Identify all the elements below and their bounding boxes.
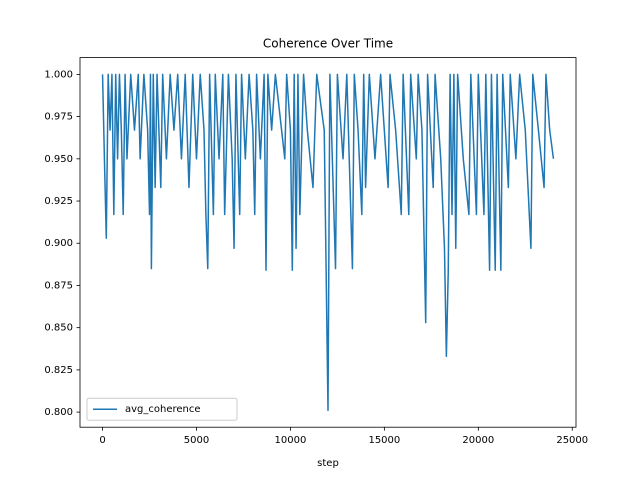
y-tick-label: 0.900 — [44, 238, 73, 249]
x-tick-label: 15000 — [368, 435, 400, 446]
y-tick-label: 0.975 — [44, 112, 73, 123]
y-tick-label: 0.825 — [44, 365, 73, 376]
legend-box — [86, 397, 238, 421]
y-tick-label: 0.850 — [44, 323, 73, 334]
legend-label: avg_coherence — [125, 404, 201, 415]
axes-frame — [79, 57, 577, 428]
x-axis-label: step — [317, 458, 339, 469]
x-tick-label: 0 — [99, 435, 105, 446]
x-tick-label: 25000 — [556, 435, 588, 446]
y-tick-label: 0.925 — [44, 196, 73, 207]
chart-title: Coherence Over Time — [263, 37, 393, 51]
x-tick-label: 10000 — [275, 435, 307, 446]
x-tick-label: 5000 — [184, 435, 209, 446]
y-tick-label: 0.950 — [44, 154, 73, 165]
y-tick-label: 0.875 — [44, 280, 73, 291]
y-tick-label: 1.000 — [44, 69, 73, 80]
x-tick-label: 20000 — [462, 435, 494, 446]
y-tick-label: 0.800 — [44, 407, 73, 418]
data-line — [101, 73, 555, 412]
